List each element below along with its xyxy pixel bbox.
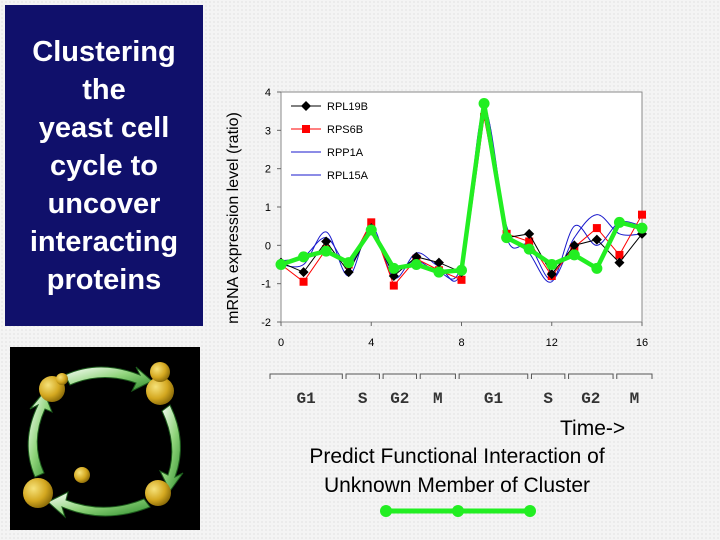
time-axis-label: Time-> [560, 417, 626, 440]
series-point [343, 267, 354, 278]
legend-marker [301, 101, 311, 111]
yeast-cells [23, 362, 174, 508]
x-tick-label: 4 [368, 337, 374, 349]
series-point [591, 234, 602, 245]
legend-label: RPL15A [327, 170, 369, 182]
series-point [614, 257, 625, 268]
phase-label: S [543, 390, 553, 408]
phase-label: M [433, 390, 443, 408]
series-point [299, 277, 308, 286]
legend-label: RPL19B [327, 101, 368, 113]
series-point [298, 267, 309, 278]
series-point [388, 262, 400, 274]
y-tick-label: 3 [265, 125, 271, 137]
series-point [525, 237, 534, 246]
series-point [546, 259, 558, 270]
phase-label: G1 [484, 390, 503, 408]
series-point [569, 240, 580, 251]
series-point [591, 262, 603, 274]
series-point [433, 266, 445, 278]
phase-bracket [345, 373, 380, 379]
cycle-arrows [27, 366, 184, 519]
phase-bracket [382, 373, 417, 379]
series-point [546, 269, 557, 280]
series-point [365, 224, 377, 236]
phase-bracket [530, 373, 566, 379]
slide-title: Clustering the yeast cell cycle to uncov… [29, 35, 179, 296]
series-point [343, 257, 355, 269]
phase-bracket [616, 373, 653, 379]
phase-label: M [630, 390, 640, 408]
cell-cycle-diagram [10, 347, 200, 530]
phase-label: G2 [390, 390, 409, 408]
legend-label: RPP1A [327, 147, 364, 159]
series-point [320, 245, 332, 257]
y-tick-label: 2 [265, 164, 271, 176]
series-point [411, 251, 422, 262]
series-point [367, 218, 376, 227]
y-tick-label: 1 [265, 202, 271, 214]
phase-bracket [269, 373, 343, 379]
series-point [433, 257, 444, 268]
phase-bracket [419, 373, 456, 379]
title-box: Clustering the yeast cell cycle to uncov… [5, 5, 203, 326]
y-tick-label: -1 [261, 279, 271, 291]
phase-label: S [358, 390, 368, 408]
series-point [636, 222, 648, 234]
series-point [501, 232, 513, 244]
caption: Predict Functional Interaction of Unknow… [309, 445, 605, 497]
series-point [275, 259, 287, 270]
series-point [389, 281, 398, 290]
series-point [613, 216, 625, 228]
y-tick-label: -2 [261, 317, 271, 329]
series-point [410, 259, 422, 270]
series-point [592, 224, 601, 233]
series-point [523, 243, 535, 255]
legend-label: RPS6B [327, 124, 363, 136]
x-tick-label: 16 [636, 337, 648, 349]
series-point [568, 249, 580, 261]
legend-marker [302, 125, 310, 133]
series-point [638, 210, 646, 219]
y-tick-label: 0 [265, 240, 271, 252]
series-point [457, 275, 466, 284]
phase-label: G2 [581, 390, 600, 408]
series-point [615, 250, 624, 259]
phase-bracket [568, 373, 614, 379]
x-tick-label: 0 [278, 337, 284, 349]
y-tick-label: 4 [265, 87, 271, 99]
x-tick-label: 12 [546, 337, 558, 349]
series-point [388, 271, 399, 281]
series-point [524, 228, 535, 239]
phase-label: G1 [297, 390, 316, 408]
series-point [456, 264, 467, 276]
x-tick-label: 8 [458, 337, 464, 349]
cell-cycle-phases: G1 S G2 M G1 S G2 M [269, 373, 653, 408]
cluster-legend-line [380, 505, 536, 517]
phase-bracket [458, 373, 529, 379]
series-point [298, 251, 310, 263]
y-axis-label: mRNA expression level (ratio) [225, 112, 242, 324]
series-point [321, 236, 332, 247]
series-point [478, 98, 490, 109]
